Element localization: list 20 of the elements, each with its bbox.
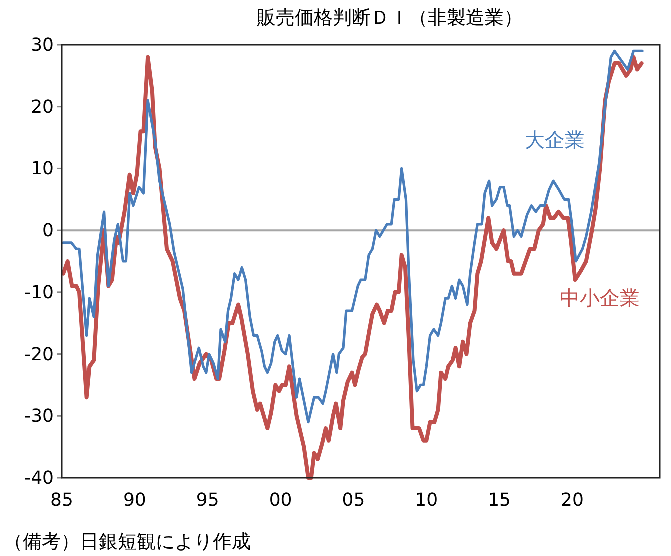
y-tick-label: -10 xyxy=(24,282,54,304)
x-tick-label: 20 xyxy=(561,490,584,511)
chart-title: 販売価格判断ＤＩ（非製造業） xyxy=(257,7,523,29)
x-tick-label: 15 xyxy=(488,490,512,511)
y-tick-label: -40 xyxy=(24,468,54,489)
y-tick-label: -30 xyxy=(24,406,54,428)
series-label: 中小企業 xyxy=(560,286,640,310)
y-tick-label: 0 xyxy=(42,220,54,242)
x-tick-label: 85 xyxy=(50,490,74,511)
x-tick-label: 10 xyxy=(415,490,438,511)
y-tick-label: 10 xyxy=(31,158,54,180)
x-tick-label: 05 xyxy=(342,490,366,511)
series-label: 大企業 xyxy=(524,128,585,152)
text: （備考）日銀短観により作成 xyxy=(4,531,251,553)
y-tick-label: -20 xyxy=(24,344,54,366)
y-tick-label: 30 xyxy=(31,35,54,56)
x-tick-label: 95 xyxy=(196,490,220,511)
x-tick-label: 90 xyxy=(123,490,146,511)
y-tick-label: 20 xyxy=(31,96,54,118)
x-tick-label: 00 xyxy=(269,490,292,511)
